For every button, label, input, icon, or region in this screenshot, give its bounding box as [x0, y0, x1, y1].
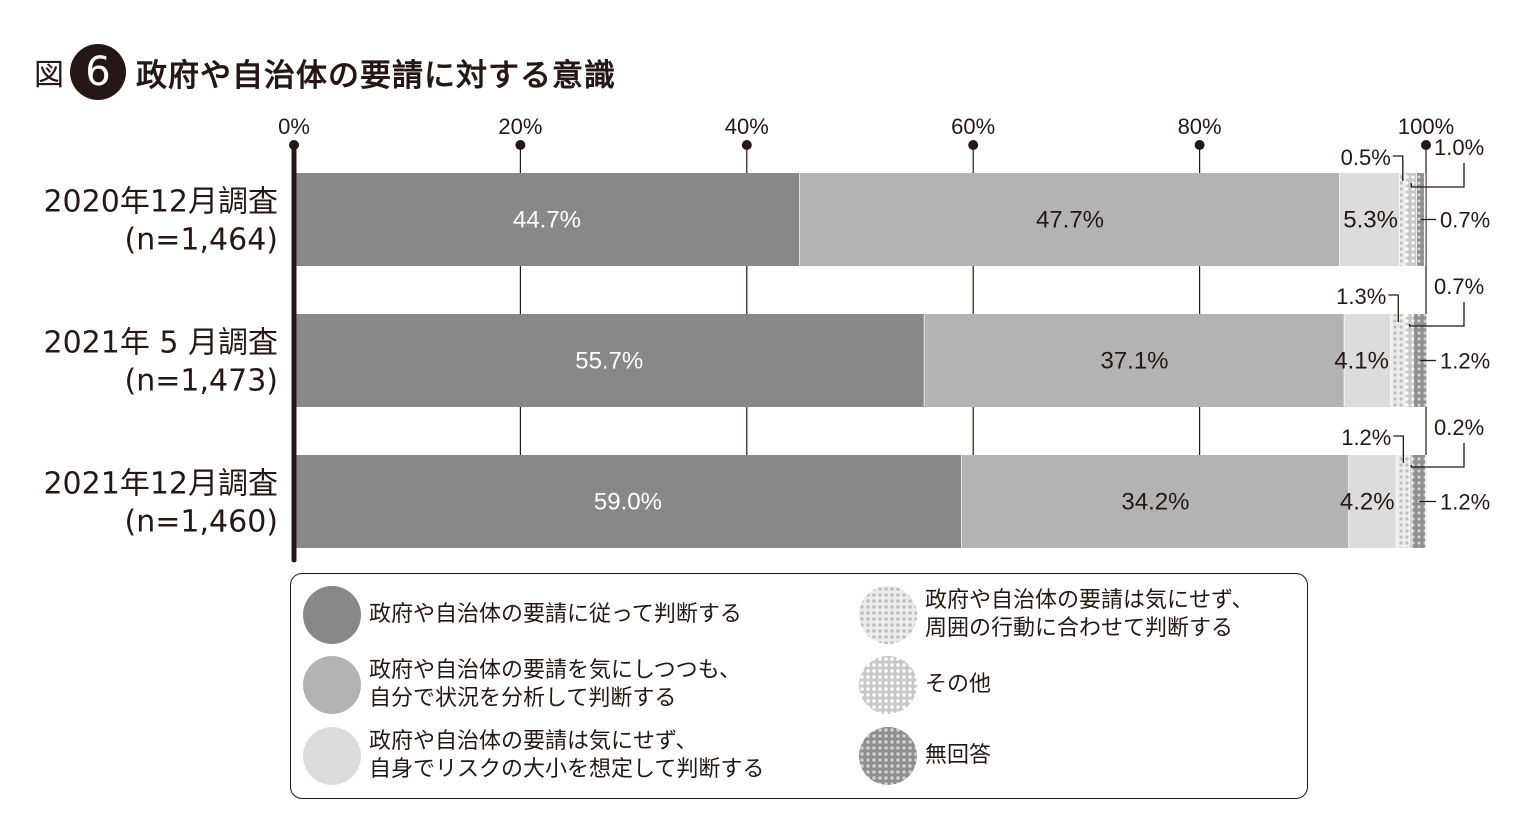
data-label: 0.2%: [1434, 415, 1484, 440]
bar-segment-other: [1410, 455, 1413, 548]
leader-line: [1392, 155, 1404, 181]
figure-number-badge: 6: [70, 44, 126, 100]
legend-label-other: その他: [925, 672, 992, 697]
x-tick-label: 0%: [278, 114, 310, 139]
legend-item-self: 政府や自治体の要請を気にしつつも、 自分で状況を分析して判断する: [303, 656, 741, 714]
bar-segment-around: [1390, 314, 1406, 407]
category-sample-size: (n=1,473): [125, 364, 278, 399]
bar-segment-follow: [294, 314, 925, 407]
legend-swatch-around: [859, 586, 917, 644]
tick-dot: [741, 140, 752, 150]
tick-dot: [968, 140, 979, 150]
category-label: 2021年12月調査: [43, 467, 278, 502]
legend-swatch-self: [303, 656, 361, 714]
data-label: 0.5%: [1341, 145, 1391, 170]
data-label: 4.1%: [1334, 348, 1389, 375]
tick-dot: [515, 140, 526, 150]
bar-segment-self: [961, 455, 1350, 548]
legend-item-risk: 政府や自治体の要請は気にせず、 自身でリスクの大小を想定して判断する: [303, 727, 764, 785]
bar-segment-around: [1396, 455, 1411, 548]
data-label: 59.0%: [594, 489, 662, 516]
figure-title: 図 6 政府や自治体の要請に対する意識: [34, 44, 616, 100]
category-sample-size: (n=1,460): [125, 505, 278, 540]
bar-segment-follow: [294, 173, 801, 266]
bar-segment-other: [1405, 314, 1414, 407]
bar-segment-risk: [1344, 314, 1391, 407]
leader-line: [1410, 163, 1465, 188]
data-label: 4.2%: [1340, 489, 1395, 516]
data-label: 47.7%: [1036, 207, 1104, 234]
leader-line: [1388, 294, 1399, 322]
data-label: 1.2%: [1440, 349, 1490, 374]
x-tick-label: 60%: [951, 114, 995, 139]
x-tick-label: 80%: [1178, 114, 1222, 139]
bar-segment-self: [924, 314, 1345, 407]
data-label: 1.3%: [1336, 284, 1386, 309]
data-label: 44.7%: [513, 207, 581, 234]
legend-label-na: 無回答: [925, 743, 992, 768]
bar-segment-self: [800, 173, 1340, 266]
legend: 政府や自治体の要請に従って判断する 政府や自治体の要請を気にしつつも、 自分で状…: [290, 573, 1308, 799]
legend-label-follow: 政府や自治体の要請に従って判断する: [369, 602, 742, 627]
legend-label-self: 政府や自治体の要請を気にしつつも、 自分で状況を分析して判断する: [369, 658, 742, 711]
bar-segment-around: [1399, 173, 1406, 266]
x-tick-label: 40%: [725, 114, 769, 139]
legend-label-risk: 政府や自治体の要請は気にせず、 自身でリスクの大小を想定して判断する: [369, 729, 765, 782]
tick-dot: [1194, 140, 1205, 150]
legend-item-around: 政府や自治体の要請は気にせず、 周囲の行動に合わせて判断する: [859, 586, 1253, 644]
bar-segment-risk: [1349, 455, 1397, 548]
legend-swatch-follow: [303, 586, 361, 644]
x-tick-label: 20%: [498, 114, 542, 139]
data-label: 55.7%: [575, 348, 643, 375]
x-tick-label: 100%: [1398, 114, 1454, 139]
bar-segment-risk: [1339, 173, 1400, 266]
legend-item-follow: 政府や自治体の要請に従って判断する: [303, 586, 742, 644]
data-label: 5.3%: [1343, 207, 1398, 234]
leader-line: [1408, 302, 1465, 327]
data-label: 37.1%: [1100, 348, 1168, 375]
data-label: 34.2%: [1121, 489, 1189, 516]
figure-prefix: 図: [34, 58, 64, 93]
legend-swatch-na: [859, 727, 917, 785]
category-sample-size: (n=1,464): [125, 223, 278, 258]
bar-segment-other: [1405, 173, 1417, 266]
legend-item-other: その他: [859, 656, 991, 714]
legend-label-around: 政府や自治体の要請は気にせず、 周囲の行動に合わせて判断する: [925, 588, 1254, 641]
data-label: 0.7%: [1440, 208, 1490, 233]
legend-swatch-other: [859, 656, 917, 714]
data-label: 1.2%: [1440, 490, 1490, 515]
data-label: 1.2%: [1341, 425, 1391, 450]
leader-line: [1393, 435, 1405, 463]
leader-line: [1410, 443, 1465, 468]
tick-dot: [1421, 140, 1431, 150]
legend-item-na: 無回答: [859, 727, 991, 785]
chart-title: 政府や自治体の要請に対する意識: [136, 57, 616, 94]
data-label: 0.7%: [1434, 274, 1484, 299]
category-label: 2021年 5 月調査: [43, 326, 278, 361]
category-label: 2020年12月調査: [43, 185, 278, 220]
legend-swatch-risk: [303, 727, 361, 785]
bar-segment-follow: [294, 455, 962, 548]
data-label: 1.0%: [1434, 135, 1484, 160]
